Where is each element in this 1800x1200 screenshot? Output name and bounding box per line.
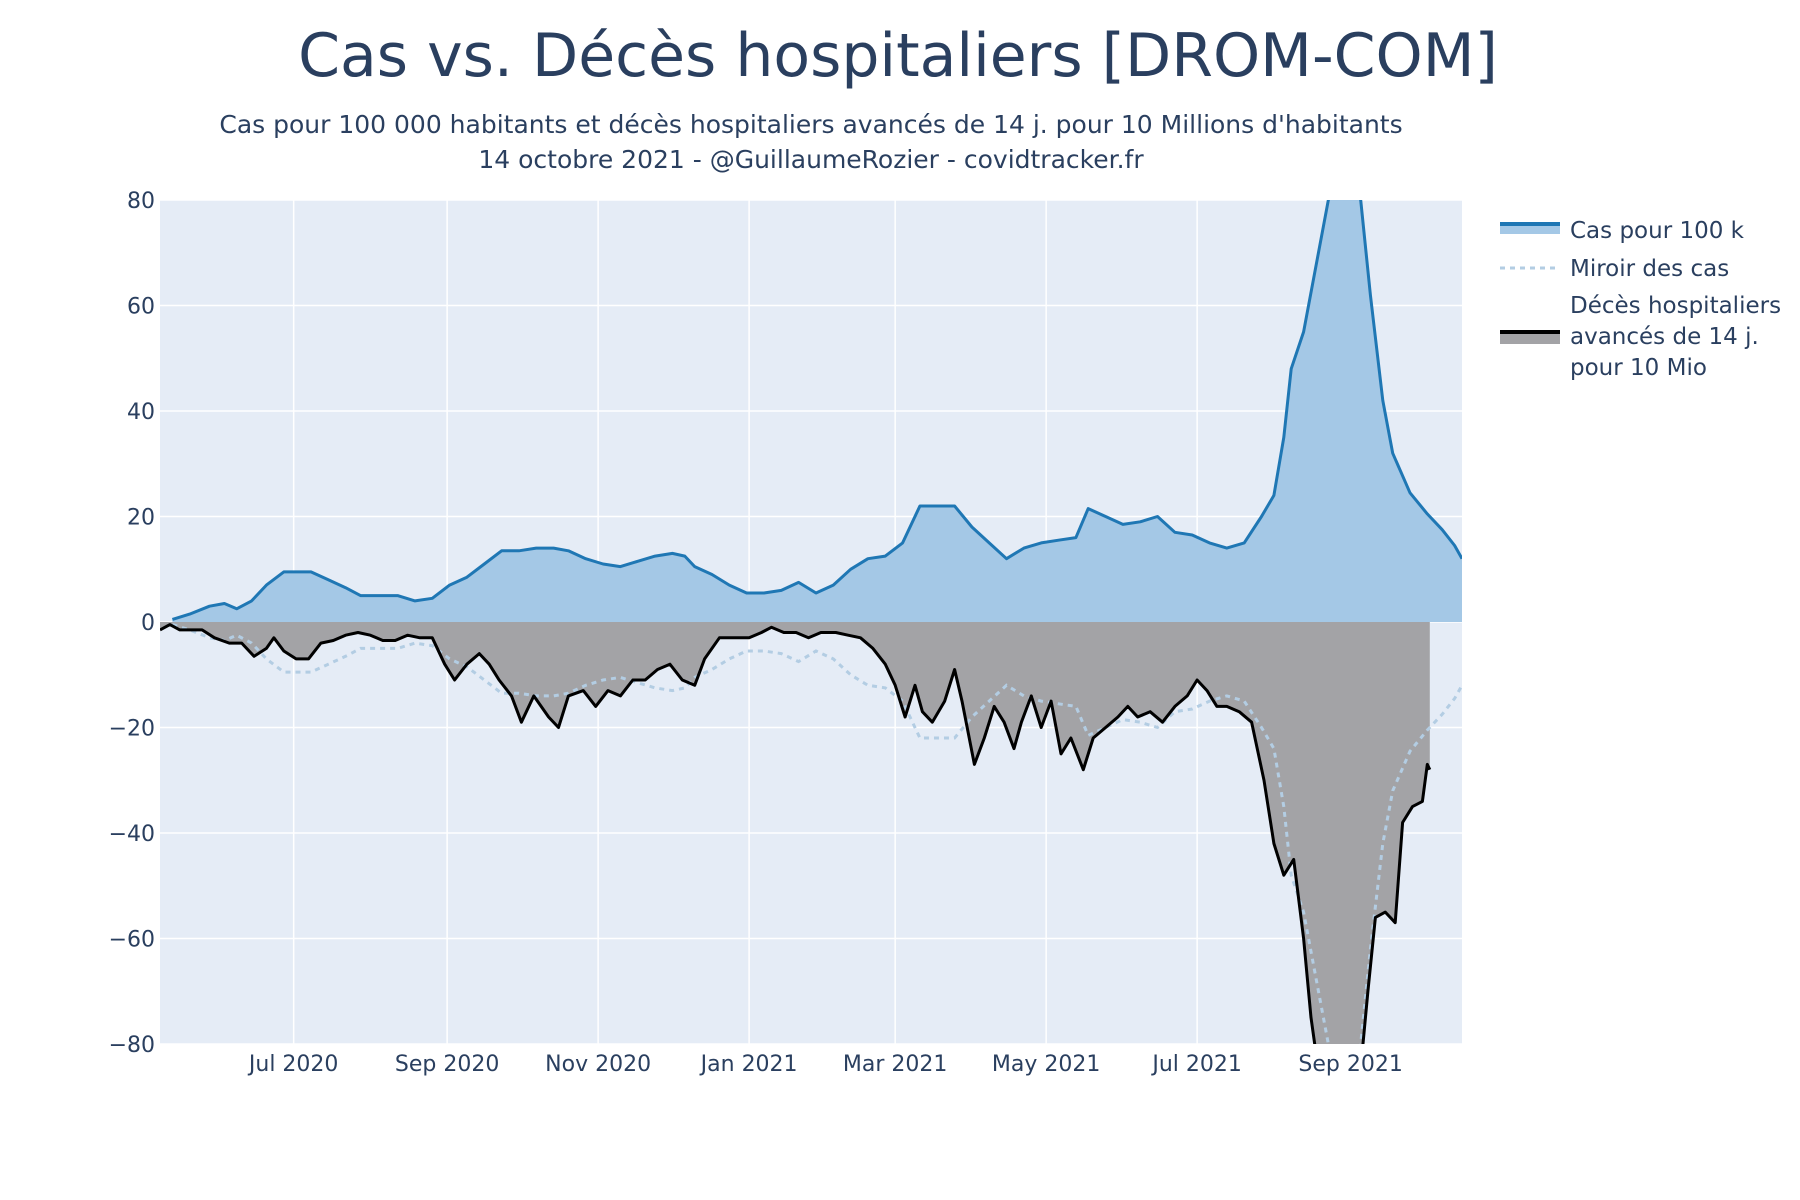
legend: Cas pour 100 k Miroir des cas Décès hospit…	[1500, 218, 1781, 381]
legend-mirror-label: Miroir des cas	[1570, 256, 1729, 282]
y-tick-label: −60	[109, 928, 155, 953]
x-tick-label: Jul 2020	[247, 1052, 339, 1077]
plot-area: 80 60 40 20 0 −20 −40 −60 −80 Jul 2020 Sep 2020 Nov…	[109, 189, 1462, 1077]
y-tick-label: 80	[127, 189, 155, 214]
legend-cases-label: Cas pour 100 k	[1570, 218, 1745, 244]
y-tick-label: −40	[109, 822, 155, 847]
chart-title: Cas vs. Décès hospitaliers [DROM-COM]	[298, 21, 1498, 91]
legend-deaths-label-line: pour 10 Mio	[1570, 355, 1707, 381]
legend-deaths-swatch-fill	[1500, 332, 1560, 344]
legend-deaths-label-line: Décès hospitaliers	[1570, 293, 1781, 319]
x-tick-label: Nov 2020	[545, 1052, 651, 1077]
mirror-line	[171, 623, 1462, 1044]
cases-area	[172, 200, 1462, 622]
legend-cases-swatch-fill	[1500, 224, 1560, 234]
x-tick-label: Sep 2021	[1298, 1052, 1402, 1077]
legend-deaths-label-line: avancés de 14 j.	[1570, 324, 1759, 350]
series-layer	[160, 200, 1462, 1044]
y-tick-label: 0	[141, 611, 155, 636]
deaths-line	[160, 623, 1432, 1044]
chart-subtitle-line-1: Cas pour 100 000 habitants et décès hosp…	[219, 110, 1402, 139]
y-tick-label: −80	[109, 1033, 155, 1058]
x-tick-label: Jan 2021	[699, 1052, 798, 1077]
x-tick-label: Jul 2021	[1150, 1052, 1242, 1077]
x-tick-label: Mar 2021	[843, 1052, 948, 1077]
cases-line	[171, 200, 1462, 621]
deaths-area	[160, 622, 1430, 1044]
y-tick-label: 40	[127, 400, 155, 425]
x-tick-label: May 2021	[992, 1052, 1100, 1077]
chart-subtitle-line-2: 14 octobre 2021 - @GuillaumeRozier - cov…	[478, 145, 1144, 174]
y-tick-label: 20	[127, 506, 155, 531]
y-tick-label: 60	[127, 295, 155, 320]
y-tick-label: −20	[109, 717, 155, 742]
x-tick-label: Sep 2020	[395, 1052, 499, 1077]
